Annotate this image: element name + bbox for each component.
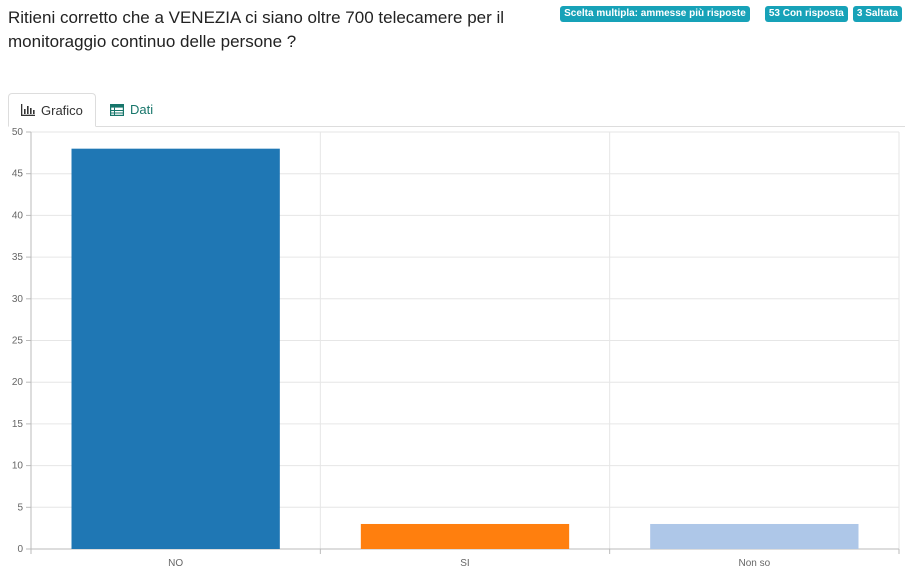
bar-chart-icon (21, 104, 35, 116)
tab-chart[interactable]: Grafico (8, 93, 96, 127)
answered-count-badge: 53 Con risposta (764, 6, 848, 22)
y-tick-label: 50 (12, 127, 24, 138)
y-tick-label: 20 (12, 377, 24, 388)
y-tick-label: 30 (12, 294, 24, 305)
x-category-label: NO (168, 558, 183, 569)
bar-si (360, 523, 570, 549)
badge-group: Scelta multipla: ammesse più risposte 53… (560, 6, 902, 22)
y-tick-label: 15 (12, 419, 24, 430)
question-type-badge: Scelta multipla: ammesse più risposte (560, 6, 750, 22)
y-tick-label: 35 (12, 252, 24, 263)
bar-no (71, 148, 280, 549)
y-tick-label: 10 (12, 461, 24, 472)
tab-data-label: Dati (130, 102, 154, 117)
table-icon (110, 103, 124, 116)
y-tick-label: 5 (17, 502, 23, 513)
bar-chart: 0 5 10 15 20 25 30 35 40 45 50 NO SI Non so (12, 127, 900, 569)
x-category-label: SI (460, 558, 469, 569)
bar-non-so (650, 523, 859, 549)
y-tick-label: 40 (12, 210, 24, 221)
y-tick-label: 0 (17, 544, 23, 555)
view-tabs: Grafico Dati (8, 93, 905, 127)
tab-data[interactable]: Dati (98, 93, 165, 126)
x-category-label: Non so (738, 558, 770, 569)
y-tick-label: 25 (12, 336, 24, 347)
question-title: Ritieni corretto che a VENEZIA ci siano … (8, 8, 505, 51)
tab-chart-label: Grafico (41, 102, 83, 118)
y-tick-label: 45 (12, 169, 24, 180)
skipped-count-badge: 3 Saltata (852, 6, 902, 22)
